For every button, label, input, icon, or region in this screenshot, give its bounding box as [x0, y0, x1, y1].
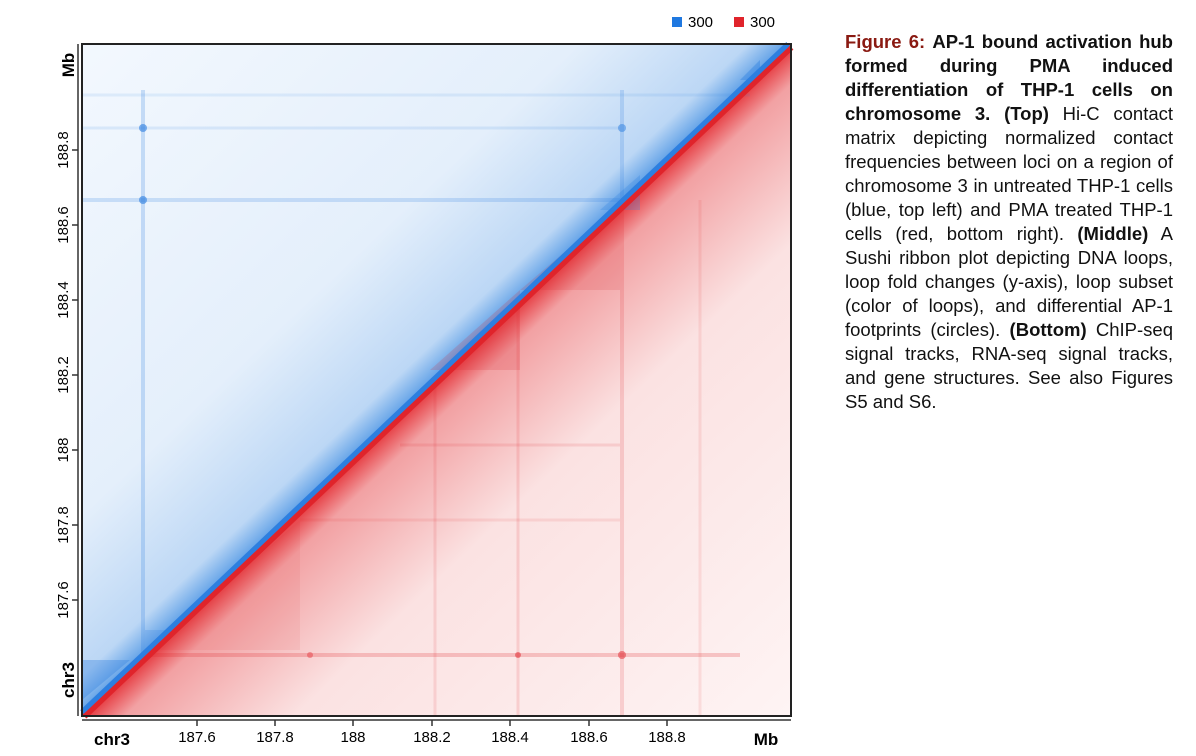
legend: 300 300: [672, 14, 775, 31]
diagonal-red: [81, 44, 794, 719]
y-tick-label: 188.4: [55, 281, 72, 319]
x-tick-label: 188.2: [413, 729, 451, 746]
x-axis-chrom: chr3: [94, 730, 130, 749]
figure-caption: Figure 6: AP-1 bound activation hub form…: [845, 30, 1173, 414]
y-tick-label: 188.2: [55, 356, 72, 394]
caption-middle-text: A Sushi ribbon plot depicting DNA loops,…: [845, 223, 1173, 340]
y-tick-label: 188: [55, 437, 72, 462]
legend-red-label: 300: [750, 14, 775, 31]
y-tick-label: 187.6: [55, 581, 72, 619]
caption-title: AP-1 bound activation hub formed during …: [845, 31, 1173, 124]
legend-blue-swatch: [672, 17, 682, 27]
legend-blue-label: 300: [688, 14, 713, 31]
red-stripes: [150, 200, 740, 716]
caption-figure-label: Figure 6:: [845, 31, 926, 52]
blue-stripes: [82, 90, 750, 660]
x-tick-label: 187.8: [256, 729, 294, 746]
x-axis-ticks: 187.6 187.8 188 188.2 188.4 188.6 188.8: [178, 720, 686, 746]
x-tick-label: 187.6: [178, 729, 216, 746]
hic-figure: 300 300 187.6 187.8 188 188.2 188.4 188.6 188.…: [55, 14, 794, 749]
y-axis-ticks: 187.6 187.8 188 188.2 188.4 188.6 188.8: [55, 131, 78, 619]
x-tick-label: 188.8: [648, 729, 686, 746]
x-tick-label: 188.4: [491, 729, 529, 746]
caption-middle-label: (Middle): [1077, 223, 1149, 244]
plot-frame: [81, 43, 792, 717]
y-axis-chrom: chr3: [59, 662, 78, 698]
caption-top-text: Hi-C contact matrix depicting normalized…: [845, 103, 1174, 244]
x-tick-label: 188.6: [570, 729, 608, 746]
x-axis-unit: Mb: [754, 730, 779, 749]
y-tick-label: 187.8: [55, 506, 72, 544]
legend-red-swatch: [734, 17, 744, 27]
caption-top-label: (Top): [1004, 103, 1049, 124]
diagonal-blue: [80, 42, 790, 714]
y-tick-label: 188.8: [55, 131, 72, 169]
y-axis-unit: Mb: [59, 53, 78, 78]
caption-bottom-text: ChIP-seq signal tracks, RNA-seq signal t…: [845, 319, 1174, 412]
caption-bottom-label: (Bottom): [1009, 319, 1087, 340]
x-tick-label: 188: [340, 729, 365, 746]
y-tick-label: 188.6: [55, 206, 72, 244]
